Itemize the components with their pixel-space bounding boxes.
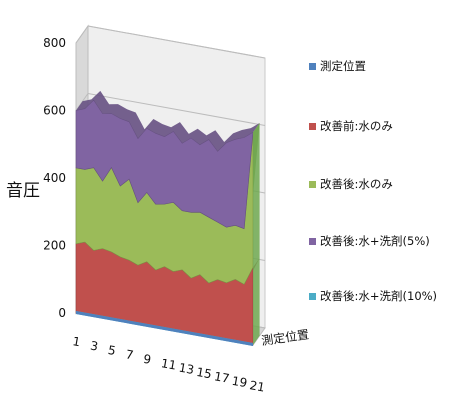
- x-tick-label: 1: [71, 334, 81, 349]
- y-tick-label: 600: [43, 104, 66, 118]
- area-series-flat: [76, 311, 253, 346]
- area-end-face: [253, 123, 260, 346]
- legend-label: 改善前:水のみ: [320, 119, 393, 133]
- area-series: [75, 99, 254, 230]
- x-tick-label: 7: [125, 347, 135, 362]
- x-tick-labels: 1 3 5 7 9 11 13 15 17 19 21: [71, 334, 265, 394]
- y-tick-label: 0: [58, 306, 66, 320]
- x-tick-label: 11: [160, 356, 177, 372]
- legend-swatch: [309, 63, 316, 70]
- legend-label: 改善後:水+洗剤(5%): [320, 234, 430, 248]
- y-tick-label: 400: [43, 171, 66, 185]
- legend-label: 改善後:水+洗剤(10%): [320, 289, 437, 303]
- y-tick-label: 800: [43, 36, 66, 50]
- y-tick-label: 200: [43, 239, 66, 253]
- x-tick-label: 21: [248, 378, 265, 394]
- legend-swatch: [309, 238, 316, 245]
- chart-areas: [75, 90, 260, 346]
- x-tick-label: 5: [107, 343, 117, 358]
- x-tick-label: 15: [195, 365, 212, 381]
- x-tick-label: 3: [89, 339, 99, 354]
- gridline: [87, 25, 266, 59]
- x-tick-label: 9: [142, 352, 152, 367]
- depth-axis-label: 測定位置: [260, 326, 310, 348]
- legend-swatch: [309, 181, 316, 188]
- legend-label: 測定位置: [320, 59, 366, 73]
- area-top-rim: [76, 90, 260, 152]
- y-tick-labels: 0 200 400 600 800: [43, 36, 66, 320]
- x-tick-label: 19: [231, 374, 248, 390]
- y-axis-label: 音圧: [6, 181, 40, 201]
- legend-label: 改善後:水のみ: [320, 177, 393, 191]
- gridline: [87, 93, 266, 126]
- x-tick-label: 13: [178, 361, 195, 377]
- gridline-side: [75, 25, 89, 44]
- legend-swatch: [309, 293, 316, 300]
- legend-swatch: [309, 123, 316, 130]
- x-tick-label: 17: [213, 369, 230, 385]
